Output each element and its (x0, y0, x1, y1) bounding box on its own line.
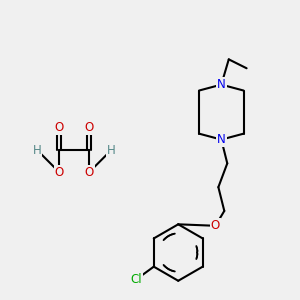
Text: O: O (55, 121, 64, 134)
Text: N: N (217, 133, 226, 146)
Text: Cl: Cl (131, 273, 142, 286)
Text: O: O (84, 121, 94, 134)
Text: N: N (217, 78, 226, 91)
Text: H: H (33, 143, 41, 157)
Text: O: O (84, 166, 94, 179)
Text: O: O (55, 166, 64, 179)
Text: O: O (211, 219, 220, 232)
Text: H: H (107, 143, 116, 157)
